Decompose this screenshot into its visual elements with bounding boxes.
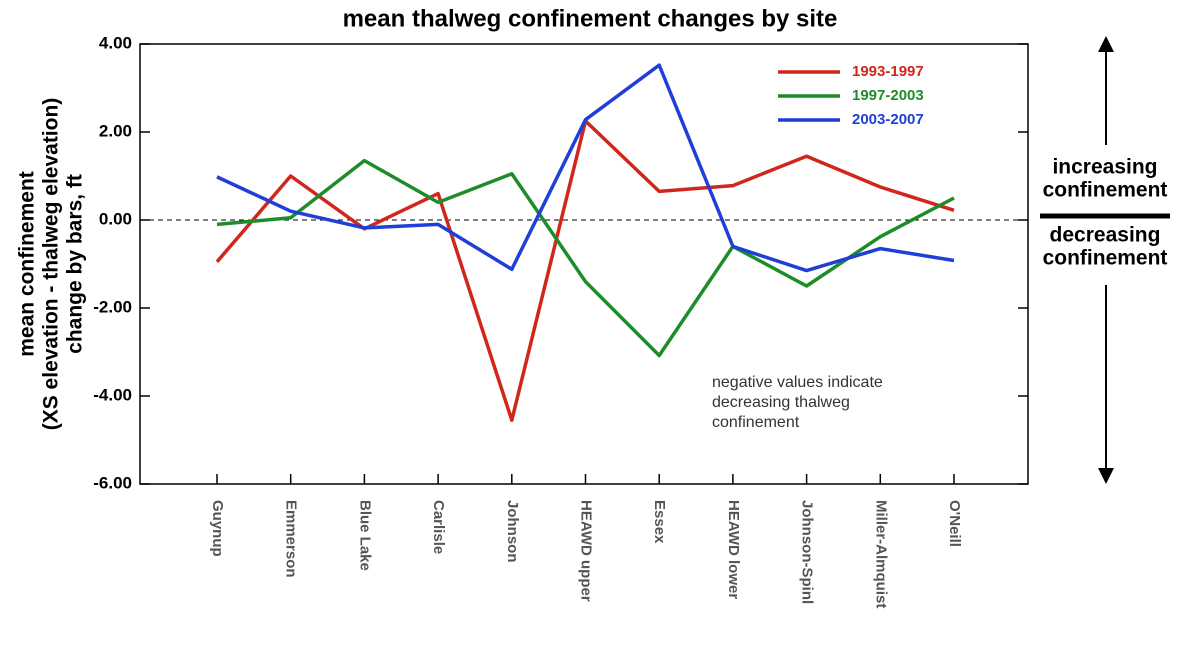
y-axis-label: change by bars, ft: [64, 174, 87, 354]
y-tick-label: -4.00: [93, 385, 132, 404]
y-tick-label: -2.00: [93, 297, 132, 316]
x-tick-label: Miller-Almquist: [872, 500, 889, 608]
annotation: negative values indicate: [712, 374, 883, 391]
legend-label: 1993-1997: [852, 63, 924, 80]
x-tick-label: Essex: [651, 500, 668, 544]
legend-label: 2003-2007: [852, 111, 924, 128]
side-label: increasing: [1052, 156, 1157, 179]
series-line: [216, 158, 955, 358]
x-tick-label: Carlisle: [430, 500, 447, 554]
x-tick-label: Guynup: [209, 500, 226, 557]
series-line: [216, 63, 955, 273]
x-tick-label: O'Neill: [946, 500, 963, 547]
legend-label: 1997-2003: [852, 87, 924, 104]
y-axis-label: (XS elevation - thalweg elevation): [40, 98, 63, 431]
y-tick-label: 2.00: [99, 121, 132, 140]
annotation: confinement: [712, 414, 800, 431]
side-label: confinement: [1043, 247, 1168, 270]
annotation: decreasing thalweg: [712, 394, 850, 411]
y-tick-label: -6.00: [93, 473, 132, 492]
y-tick-label: 0.00: [99, 209, 132, 228]
y-axis-label: mean confinement: [16, 171, 39, 357]
chart-title: mean thalweg confinement changes by site: [343, 5, 838, 32]
y-tick-label: 4.00: [99, 33, 132, 52]
x-tick-label: HEAWD lower: [725, 500, 742, 599]
x-tick-label: Emmerson: [283, 500, 300, 578]
side-label: decreasing: [1050, 224, 1161, 247]
plot-frame: [139, 43, 1029, 485]
side-label: confinement: [1043, 179, 1168, 202]
x-tick-label: Blue Lake: [356, 500, 373, 571]
x-tick-label: HEAWD upper: [578, 500, 595, 602]
x-tick-label: Johnson-Spinl: [799, 500, 816, 604]
x-tick-label: Johnson: [504, 500, 521, 563]
